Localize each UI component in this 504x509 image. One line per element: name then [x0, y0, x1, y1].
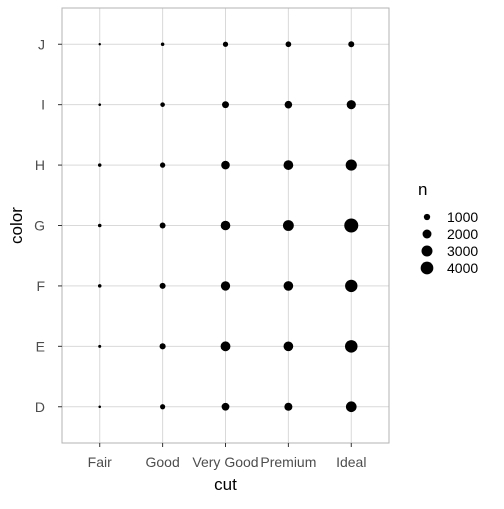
x-tick-label: Very Good: [192, 454, 258, 470]
data-point: [98, 344, 102, 348]
data-point: [345, 279, 358, 293]
legend-key: [421, 245, 433, 257]
x-axis-title: cut: [214, 475, 237, 494]
data-point: [283, 341, 294, 352]
y-tick-label: D: [35, 399, 45, 415]
legend-key: [420, 261, 434, 275]
legend-key: [422, 229, 432, 239]
data-point: [159, 222, 166, 229]
data-point: [344, 218, 359, 233]
data-point: [159, 282, 166, 289]
legend-label: 3000: [447, 243, 478, 259]
data-point: [348, 41, 355, 48]
data-point: [97, 223, 102, 228]
x-tick-label: Premium: [260, 454, 316, 470]
y-tick-label: J: [38, 36, 45, 52]
data-point: [222, 41, 229, 47]
data-point: [220, 220, 231, 231]
data-point: [345, 340, 358, 353]
y-axis-ticks: D E F G H I J: [34, 36, 62, 415]
legend-label: 4000: [447, 260, 478, 276]
x-axis-ticks: Fair Good Very Good Premium Ideal: [88, 443, 366, 470]
data-point: [346, 100, 356, 110]
data-point: [345, 401, 357, 413]
data-point: [97, 284, 102, 288]
x-tick-label: Fair: [88, 454, 112, 470]
y-tick-label: E: [36, 338, 45, 354]
data-point: [159, 343, 166, 350]
legend-label: 1000: [447, 209, 478, 225]
data-point: [221, 160, 230, 170]
data-point: [283, 160, 294, 170]
data-point: [160, 404, 166, 410]
y-axis-title: color: [7, 207, 26, 244]
legend-key: [423, 213, 431, 221]
data-point: [98, 103, 102, 106]
data-point: [98, 43, 101, 46]
data-point: [97, 163, 102, 167]
x-tick-label: Good: [145, 454, 179, 470]
y-tick-label: I: [41, 97, 45, 113]
data-point: [160, 42, 165, 47]
data-point: [283, 281, 294, 291]
data-points: [97, 41, 359, 413]
data-point: [284, 100, 293, 109]
data-point: [98, 405, 102, 409]
data-point: [221, 402, 230, 411]
y-tick-label: G: [34, 218, 45, 234]
data-point: [282, 220, 294, 231]
legend-title: n: [418, 180, 427, 199]
data-point: [160, 102, 165, 107]
data-point: [159, 162, 166, 168]
data-point: [220, 281, 231, 291]
data-point: [222, 101, 229, 109]
data-point: [345, 159, 357, 171]
legend-label: 2000: [447, 226, 478, 242]
y-tick-label: F: [36, 278, 45, 294]
y-tick-label: H: [35, 157, 45, 173]
data-point: [220, 341, 231, 352]
x-tick-label: Ideal: [336, 454, 366, 470]
data-point: [284, 402, 293, 411]
data-point: [285, 41, 292, 48]
